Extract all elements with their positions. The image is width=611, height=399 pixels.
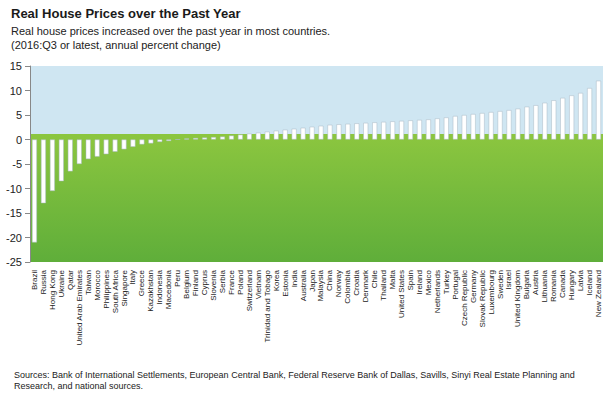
svg-text:Germany: Germany xyxy=(469,270,478,303)
svg-text:United Arab Emirates: United Arab Emirates xyxy=(75,270,84,346)
svg-text:Latvia: Latvia xyxy=(576,269,585,291)
svg-text:10: 10 xyxy=(10,85,22,97)
svg-text:Romania: Romania xyxy=(549,269,558,302)
svg-text:Russia: Russia xyxy=(39,269,48,294)
svg-text:Croatia: Croatia xyxy=(352,269,361,295)
svg-text:(2016:Q3 or latest, annual per: (2016:Q3 or latest, annual percent chang… xyxy=(11,39,221,51)
svg-text:Norway: Norway xyxy=(334,270,343,297)
svg-text:Australia: Australia xyxy=(299,269,308,301)
svg-text:Israel: Israel xyxy=(504,270,513,290)
svg-text:Finland: Finland xyxy=(191,270,200,296)
svg-text:Denmark: Denmark xyxy=(361,269,370,302)
svg-text:-20: -20 xyxy=(6,232,22,244)
svg-text:Malta: Malta xyxy=(388,269,397,289)
svg-text:0: 0 xyxy=(16,134,22,146)
svg-text:Hungary: Hungary xyxy=(567,270,576,300)
svg-text:Singapore: Singapore xyxy=(120,269,129,306)
svg-text:Kazakhstan: Kazakhstan xyxy=(146,270,155,312)
svg-text:Thailand: Thailand xyxy=(379,270,388,301)
svg-text:Vietnam: Vietnam xyxy=(254,270,263,300)
svg-text:Peru: Peru xyxy=(173,270,182,287)
svg-text:Qatar: Qatar xyxy=(66,270,75,290)
svg-text:-15: -15 xyxy=(6,207,22,219)
svg-text:Italy: Italy xyxy=(128,270,137,285)
svg-text:Turkey: Turkey xyxy=(442,270,451,294)
svg-text:-10: -10 xyxy=(6,183,22,195)
svg-text:Switzerland: Switzerland xyxy=(245,270,254,311)
svg-text:15: 15 xyxy=(10,60,22,72)
svg-text:Taiwan: Taiwan xyxy=(84,270,93,295)
svg-text:Bulgaria: Bulgaria xyxy=(522,269,531,299)
svg-text:Indonesia: Indonesia xyxy=(155,269,164,304)
svg-text:Luxembourg: Luxembourg xyxy=(487,270,496,314)
svg-text:Japan: Japan xyxy=(308,270,317,292)
svg-text:-5: -5 xyxy=(12,158,22,170)
svg-text:United Kingdom: United Kingdom xyxy=(513,270,522,327)
svg-text:Greece: Greece xyxy=(137,269,146,296)
svg-text:Philippines: Philippines xyxy=(102,270,111,309)
svg-text:Serbia: Serbia xyxy=(218,269,227,293)
svg-text:Korea: Korea xyxy=(272,269,281,291)
svg-text:Hong Kong: Hong Kong xyxy=(48,270,57,310)
svg-text:United States: United States xyxy=(397,270,406,318)
svg-text:Estonia: Estonia xyxy=(281,269,290,296)
svg-text:Netherlands: Netherlands xyxy=(433,270,442,313)
svg-text:Chile: Chile xyxy=(370,269,379,288)
svg-text:Portugal: Portugal xyxy=(451,270,460,300)
svg-text:Lithuania: Lithuania xyxy=(540,269,549,302)
svg-text:Iceland: Iceland xyxy=(585,270,594,296)
svg-text:India: India xyxy=(290,269,299,287)
svg-text:Slovenia: Slovenia xyxy=(209,269,218,300)
svg-text:Spain: Spain xyxy=(406,270,415,290)
svg-text:Ukraine: Ukraine xyxy=(57,269,66,297)
svg-text:Mexico: Mexico xyxy=(424,269,433,295)
svg-text:Morocco: Morocco xyxy=(93,269,102,300)
svg-text:Ireland: Ireland xyxy=(415,270,424,294)
svg-text:Real House Prices over the Pas: Real House Prices over the Past Year xyxy=(11,6,241,21)
svg-text:France: France xyxy=(227,269,236,294)
svg-text:Malaysia: Malaysia xyxy=(316,269,325,301)
svg-text:Brazil: Brazil xyxy=(30,270,39,290)
svg-text:Sources: Bank of International: Sources: Bank of International Settlemen… xyxy=(14,370,577,380)
svg-text:Canada: Canada xyxy=(558,269,567,298)
svg-text:Research, and national sources: Research, and national sources. xyxy=(14,381,143,391)
svg-text:Belgium: Belgium xyxy=(182,270,191,299)
svg-text:Macedonia: Macedonia xyxy=(164,269,173,309)
svg-text:China: China xyxy=(325,269,334,290)
svg-text:Trinidad and Tobago: Trinidad and Tobago xyxy=(263,269,272,342)
svg-text:Colombia: Colombia xyxy=(343,269,352,303)
svg-text:New Zealand: New Zealand xyxy=(594,270,603,317)
svg-text:South Africa: South Africa xyxy=(111,269,120,313)
svg-text:Czech Republic: Czech Republic xyxy=(460,270,469,326)
svg-text:Austria: Austria xyxy=(531,269,540,294)
svg-text:Slovak Republic: Slovak Republic xyxy=(478,270,487,327)
svg-text:Real house prices increased ov: Real house prices increased over the pas… xyxy=(11,25,330,37)
svg-text:Sweden: Sweden xyxy=(496,270,505,299)
svg-text:Cyprus: Cyprus xyxy=(200,270,209,295)
svg-text:5: 5 xyxy=(16,109,22,121)
svg-text:Poland: Poland xyxy=(236,270,245,295)
svg-text:-25: -25 xyxy=(6,256,22,268)
